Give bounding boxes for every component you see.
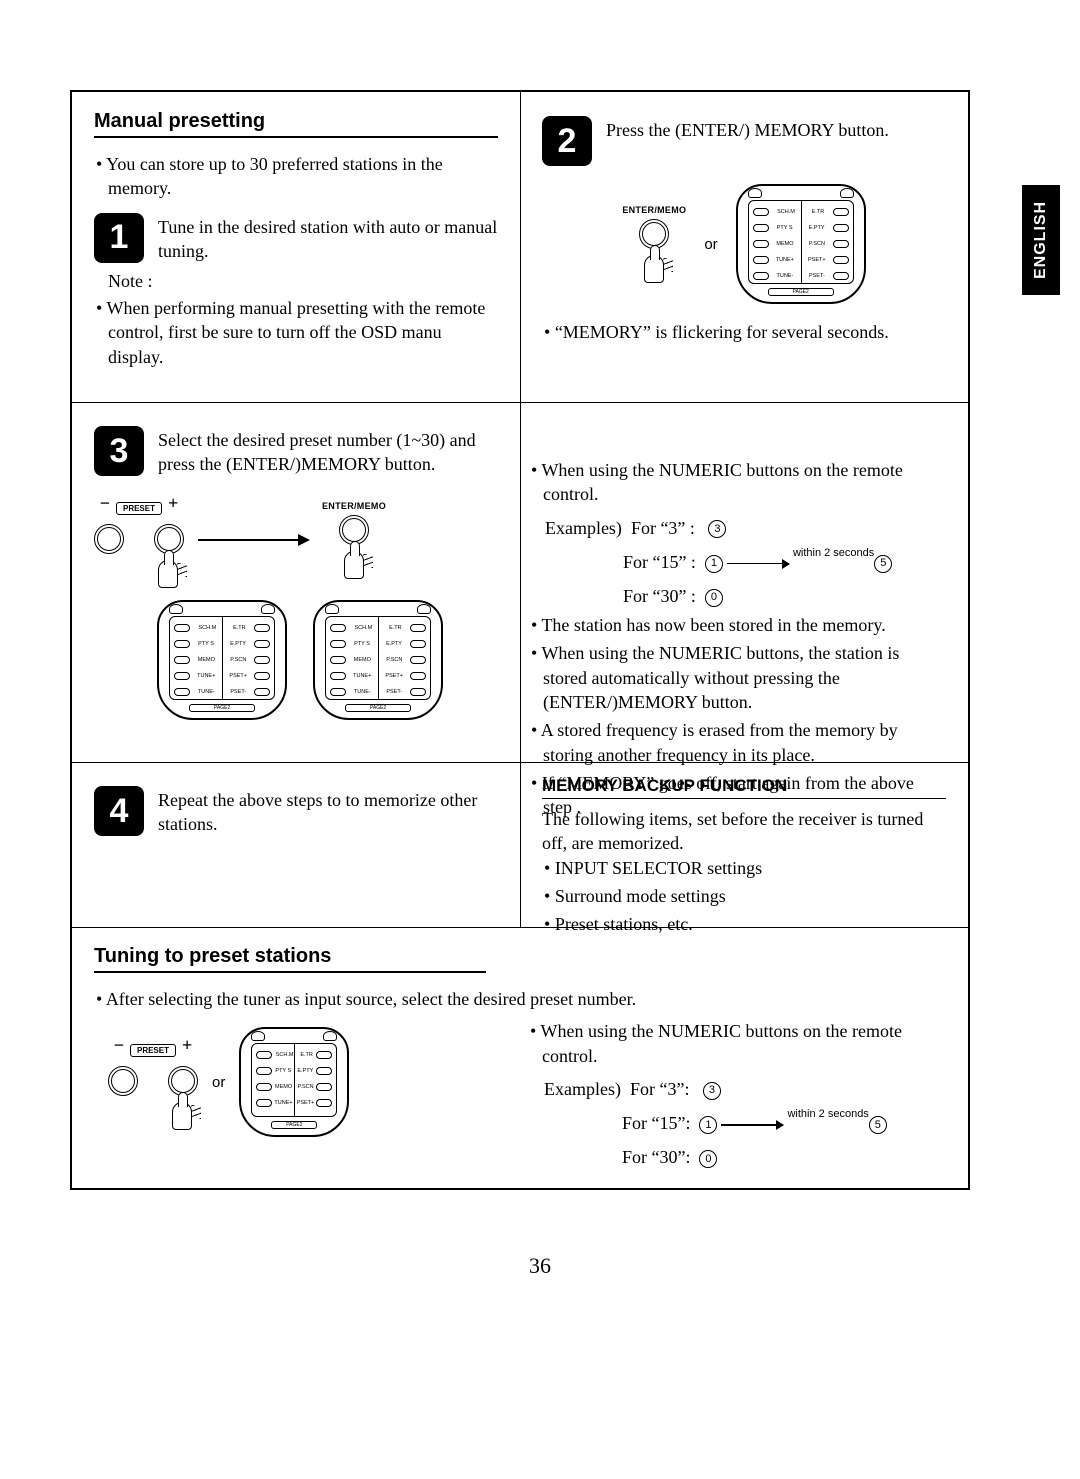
cell-step2: 2 Press the (ENTER/) MEMORY button. ENTE… — [520, 92, 968, 402]
cell-memory-backup: MEMORY BACKUP FUNCTION The following ite… — [520, 762, 968, 927]
step-1-text: Tune in the desired station with auto or… — [158, 213, 498, 264]
page-number: 36 — [529, 1253, 551, 1279]
preset-knobs: −PRESET+ — [94, 493, 184, 588]
enter-memo-knob-2: ENTER/MEMO — [322, 501, 386, 579]
examples-block: Examples) For “3” : 3 For “15” : 1within… — [545, 511, 946, 614]
s3-b2: The station has now been stored in the m… — [529, 613, 946, 637]
note-bullet: When performing manual presetting with t… — [94, 296, 498, 369]
step-1-badge: 1 — [94, 213, 144, 263]
remote-illustration: SCH.ME.TR PTY SE.PTY MEMOP.SCN TUNE+PSET… — [736, 184, 866, 304]
step-3-text: Select the desired preset number (1~30) … — [158, 426, 506, 477]
section-title-tuning: Tuning to preset stations — [94, 945, 486, 973]
step-4-text: Repeat the above steps to to memorize ot… — [158, 786, 498, 837]
s3-b3: When using the NUMERIC buttons, the stat… — [529, 641, 946, 714]
page-frame: Manual presetting You can store up to 30… — [70, 90, 970, 1190]
s3-b4: A stored frequency is erased from the me… — [529, 718, 946, 767]
section-title-manual: Manual presetting — [94, 110, 498, 138]
mb-intro: The following items, set before the rece… — [542, 807, 946, 856]
tuning-bullet: When using the NUMERIC buttons on the re… — [528, 1019, 946, 1068]
step-4-badge: 4 — [94, 786, 144, 836]
tuning-text: After selecting the tuner as input sourc… — [94, 987, 946, 1011]
cell-step4: 4 Repeat the above steps to to memorize … — [72, 762, 520, 927]
preset-knobs-2: −PRESET+ — [108, 1035, 198, 1130]
examples-block-2: Examples) For “3”: 3 For “15”: 1within 2… — [544, 1072, 946, 1175]
step2-bullet: “MEMORY” is flickering for several secon… — [542, 320, 946, 344]
or-label: or — [704, 236, 717, 253]
remote-illustration-4: SCH.ME.TR PTY SE.PTY MEMOP.SCN TUNE+PSET… — [239, 1027, 349, 1137]
enter-memo-knob: ENTER/MEMO — [622, 205, 686, 283]
language-tab: ENGLISH — [1022, 185, 1060, 295]
arrow-icon — [198, 539, 308, 541]
remote-illustration-3: SCH.ME.TR PTY SE.PTY MEMOP.SCN TUNE+PSET… — [313, 600, 443, 720]
mb-b1: INPUT SELECTOR settings — [542, 856, 946, 880]
step-3-badge: 3 — [94, 426, 144, 476]
or-label-2: or — [212, 1074, 225, 1091]
step-2-text: Press the (ENTER/) MEMORY button. — [606, 116, 946, 142]
s3-b1: When using the NUMERIC buttons on the re… — [529, 458, 946, 507]
cell-manual-presetting: Manual presetting You can store up to 30… — [72, 92, 520, 402]
mb-b2: Surround mode settings — [542, 884, 946, 908]
memory-backup-title: MEMORY BACKUP FUNCTION — [542, 776, 946, 799]
step-2-badge: 2 — [542, 116, 592, 166]
cell-tuning: Tuning to preset stations After selectin… — [72, 927, 968, 1192]
intro-bullet: You can store up to 30 preferred station… — [94, 152, 498, 201]
cell-step3: 3 Select the desired preset number (1~30… — [72, 402, 968, 762]
remote-illustration-2: SCH.ME.TR PTY SE.PTY MEMOP.SCN TUNE+PSET… — [157, 600, 287, 720]
note-label: Note : — [94, 271, 498, 292]
